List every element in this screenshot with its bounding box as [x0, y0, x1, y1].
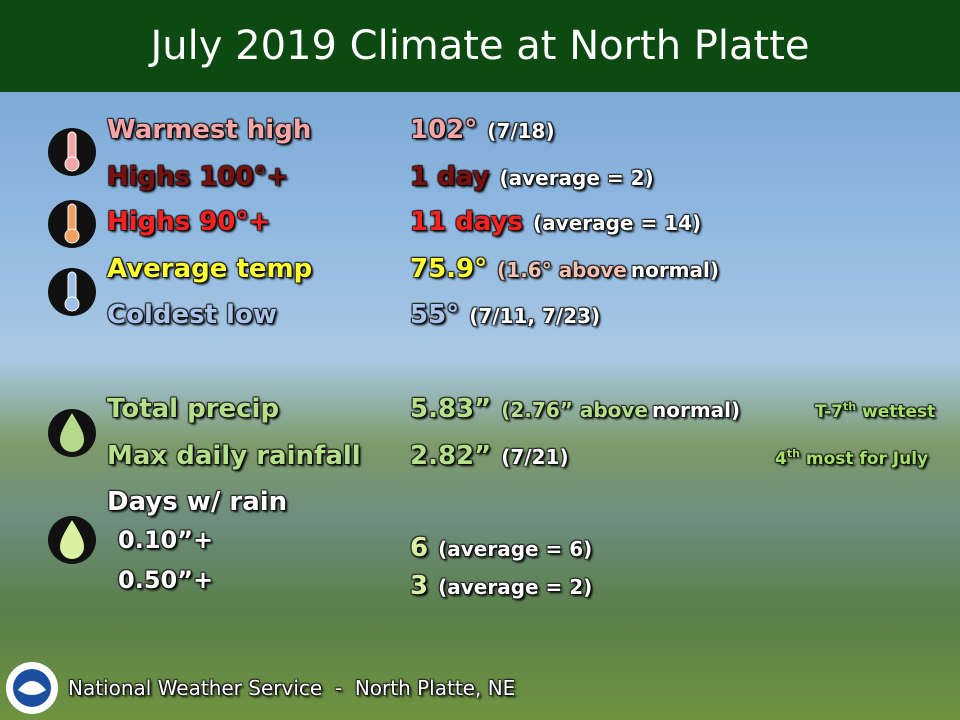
value: 1 day: [410, 162, 490, 192]
row-value: 3 (average = 2): [410, 571, 592, 601]
row-value: 102° (7/18): [410, 115, 555, 145]
threshold: 0.10”+: [118, 526, 214, 554]
rank-note: 4th most for July: [775, 447, 928, 469]
row-value: 1 day (average = 2): [410, 162, 654, 192]
rank-text: most for July: [799, 448, 929, 469]
rank-text: 4: [775, 448, 787, 469]
value: 75.9°: [410, 254, 488, 284]
raindrop-icon: [48, 409, 96, 457]
rank-text: T-7: [815, 401, 843, 422]
raindrop-icon: [48, 516, 96, 564]
thermometer-icon: [48, 128, 96, 176]
note: normal): [630, 258, 720, 282]
note: (average = 6): [438, 537, 593, 561]
note: normal): [652, 398, 741, 422]
value: 2.82”: [410, 441, 492, 471]
row-label: Warmest high: [107, 115, 312, 145]
row-label: Highs 100°+: [107, 162, 289, 192]
row-label: Coldest low: [107, 300, 277, 330]
note: (1.6° above: [497, 258, 627, 282]
section-label: Days w/ rain: [107, 487, 288, 517]
rank-text: wettest: [856, 401, 936, 422]
row-label: Average temp: [107, 254, 313, 284]
value: 102°: [410, 115, 478, 145]
title: July 2019 Climate at North Platte: [150, 23, 810, 69]
value: 3: [410, 571, 429, 601]
row-label: Highs 90°+: [107, 207, 271, 237]
footer: National Weather Service - North Platte,…: [68, 676, 516, 700]
value: 5.83”: [410, 394, 492, 424]
thermometer-icon: [48, 200, 96, 248]
thermometer-icon: [48, 268, 96, 316]
row-value: 11 days (average = 14): [410, 207, 701, 237]
note: (average = 2): [438, 575, 593, 599]
note: (7/18): [487, 119, 555, 143]
note: (2.76” above: [501, 398, 648, 422]
rank-note: T-7th wettest: [815, 400, 935, 422]
note: (7/21): [501, 445, 569, 469]
value: 6: [410, 533, 429, 563]
rank-suffix: th: [842, 400, 857, 414]
note: (average = 14): [533, 211, 702, 235]
row-value: 6 (average = 6): [410, 533, 592, 563]
value: 11 days: [410, 207, 524, 237]
row-value: 75.9° (1.6° above normal): [410, 254, 719, 284]
rank-suffix: th: [786, 447, 800, 461]
title-bar: [0, 0, 960, 92]
row-label: Max daily rainfall: [107, 441, 361, 471]
value: 55°: [410, 300, 460, 330]
note: (7/11, 7/23): [469, 304, 601, 328]
threshold: 0.50”+: [118, 566, 214, 594]
nws-logo: [6, 662, 58, 714]
row-value: 55° (7/11, 7/23): [410, 300, 600, 330]
row-value: 2.82” (7/21): [410, 441, 569, 471]
note: (average = 2): [499, 166, 654, 190]
row-value: 5.83” (2.76” above normal): [410, 394, 740, 424]
row-label: Total precip: [107, 394, 280, 424]
